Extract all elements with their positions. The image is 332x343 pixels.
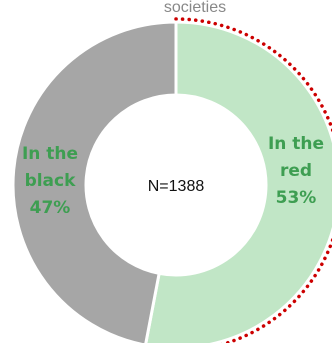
- donut-slice-border-0: [174, 17, 332, 343]
- donut-hole: [86, 95, 266, 275]
- slice-label-line: 53%: [276, 188, 317, 208]
- slice-label-line: 47%: [30, 198, 71, 218]
- slice-labels-group: In the red 53% In the black 47%: [22, 134, 324, 218]
- slice-label-0: In the red 53%: [268, 134, 324, 208]
- slice-label-line: red: [280, 161, 312, 181]
- slice-label-line: black: [25, 171, 77, 191]
- slice-label-line: In the: [268, 134, 324, 154]
- chart-title: societies: [164, 0, 226, 16]
- center-label: N=1388: [148, 178, 205, 195]
- slice-label-line: In the: [22, 144, 78, 164]
- slice-label-1: In the black 47%: [22, 144, 78, 218]
